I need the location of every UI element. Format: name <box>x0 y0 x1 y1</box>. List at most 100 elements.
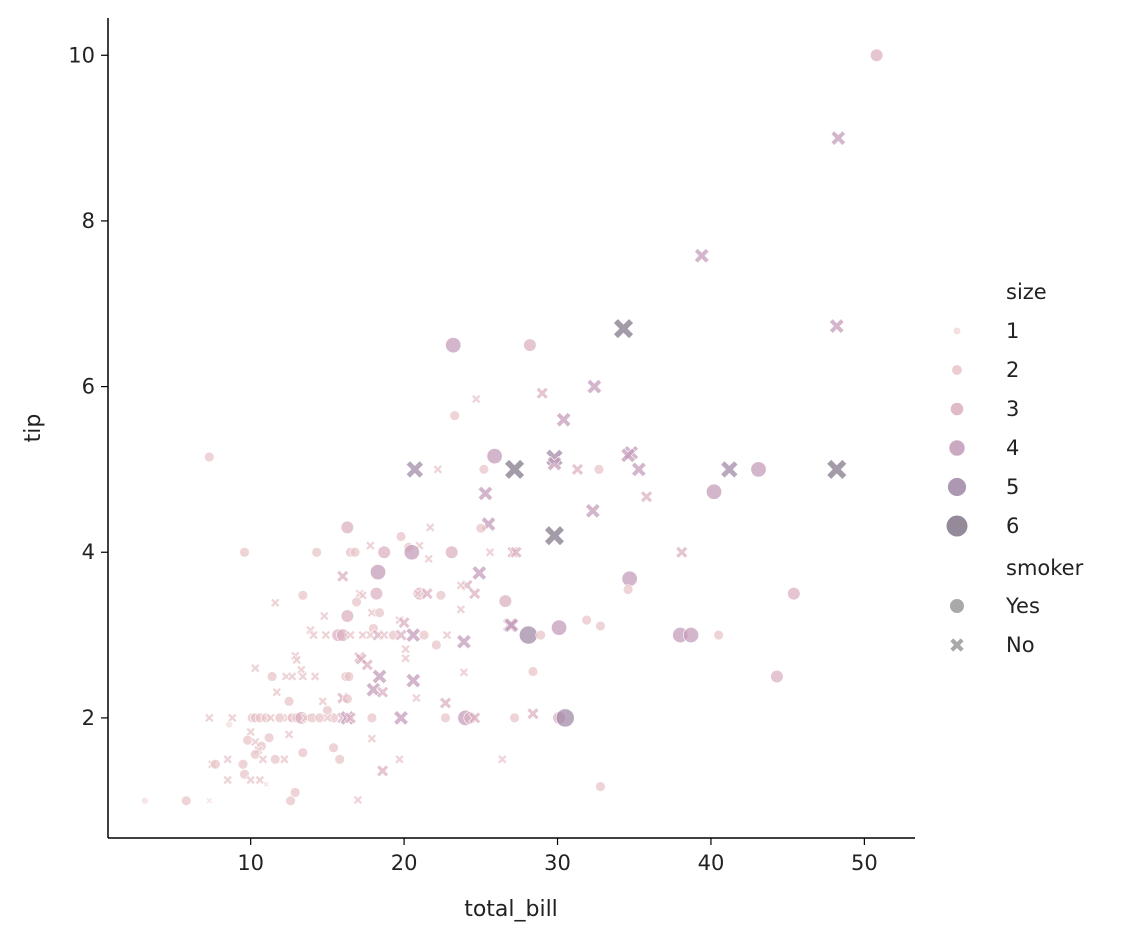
data-point <box>394 628 408 642</box>
data-point <box>440 712 451 724</box>
data-point <box>270 754 281 765</box>
data-point <box>706 483 723 500</box>
data-point <box>257 754 269 765</box>
data-point <box>503 617 520 633</box>
y-tick-label: 4 <box>82 540 95 564</box>
data-point <box>431 639 442 651</box>
data-point <box>340 609 354 623</box>
data-point <box>750 461 767 478</box>
data-point <box>297 747 309 758</box>
data-point <box>283 729 295 740</box>
data-point <box>682 627 699 644</box>
legend-title-smoker: smoker <box>1006 556 1084 580</box>
data-point <box>613 318 634 340</box>
data-point <box>439 696 452 710</box>
data-point <box>357 629 368 641</box>
legend-label-smoker: No <box>1006 633 1035 657</box>
data-point <box>222 754 233 765</box>
legend-label-size: 5 <box>1006 475 1019 499</box>
data-point <box>526 707 540 721</box>
x-tick-label: 40 <box>698 851 725 875</box>
data-point <box>342 693 353 705</box>
x-tick-label: 30 <box>544 851 571 875</box>
data-point <box>471 565 488 581</box>
data-point <box>826 459 848 480</box>
data-point <box>239 547 250 558</box>
data-point <box>283 696 295 707</box>
y-tick-label: 8 <box>82 209 95 233</box>
data-point <box>870 48 884 62</box>
data-point <box>376 764 390 778</box>
data-point <box>369 587 384 601</box>
data-point <box>245 774 256 786</box>
data-point <box>334 754 345 765</box>
data-point <box>204 451 215 463</box>
data-point <box>405 460 424 479</box>
data-point <box>555 411 572 428</box>
data-point <box>265 712 276 723</box>
data-point <box>297 671 308 682</box>
data-point <box>271 687 282 698</box>
x-tick-label: 20 <box>391 851 418 875</box>
data-point <box>475 523 487 534</box>
data-point <box>262 780 270 788</box>
data-point <box>486 448 503 465</box>
data-point <box>320 629 331 641</box>
data-point <box>181 795 192 806</box>
data-point <box>263 732 275 743</box>
data-point <box>237 759 249 770</box>
data-point <box>349 547 361 558</box>
legend-marker-size <box>953 327 961 335</box>
points-layer <box>141 48 884 806</box>
data-point <box>720 460 739 479</box>
data-point <box>366 733 377 744</box>
data-point <box>400 644 411 655</box>
data-point <box>266 671 278 682</box>
x-axis-label: total_bill <box>464 897 558 922</box>
data-point <box>366 712 378 724</box>
data-point <box>365 540 376 551</box>
data-point <box>274 712 286 724</box>
legend-label-size: 1 <box>1006 319 1019 343</box>
data-point <box>227 712 238 723</box>
data-point <box>345 629 356 641</box>
legend-label-smoker: Yes <box>1005 594 1040 618</box>
data-point <box>291 654 302 665</box>
data-point <box>400 653 411 664</box>
data-point <box>310 671 321 682</box>
data-point <box>535 386 549 400</box>
legend-marker-size <box>949 440 965 456</box>
data-point <box>458 667 470 678</box>
data-point <box>551 619 568 636</box>
data-point <box>308 629 319 641</box>
data-point <box>311 547 322 558</box>
data-point <box>254 774 265 786</box>
data-point <box>509 545 523 559</box>
data-point <box>471 393 482 405</box>
data-point <box>317 696 328 707</box>
data-point <box>546 455 563 472</box>
data-point <box>336 569 350 583</box>
data-point <box>420 587 434 601</box>
data-point <box>694 247 710 264</box>
data-point <box>204 712 215 723</box>
legend-marker-size <box>950 402 964 416</box>
data-point <box>141 796 149 805</box>
data-point <box>787 587 801 601</box>
data-point <box>425 522 436 533</box>
data-point <box>593 464 605 475</box>
data-point <box>374 607 385 618</box>
data-point <box>713 629 724 641</box>
data-point <box>403 544 420 561</box>
data-point <box>405 672 422 689</box>
legend-label-size: 3 <box>1006 397 1019 421</box>
y-axis-label: tip <box>21 414 46 443</box>
data-point <box>544 525 565 547</box>
x-tick-label: 50 <box>851 851 878 875</box>
data-point <box>498 594 512 608</box>
data-point <box>250 663 261 674</box>
data-point <box>497 754 508 765</box>
data-point <box>640 490 653 504</box>
legend-label-size: 2 <box>1006 358 1019 382</box>
data-point <box>285 795 296 806</box>
